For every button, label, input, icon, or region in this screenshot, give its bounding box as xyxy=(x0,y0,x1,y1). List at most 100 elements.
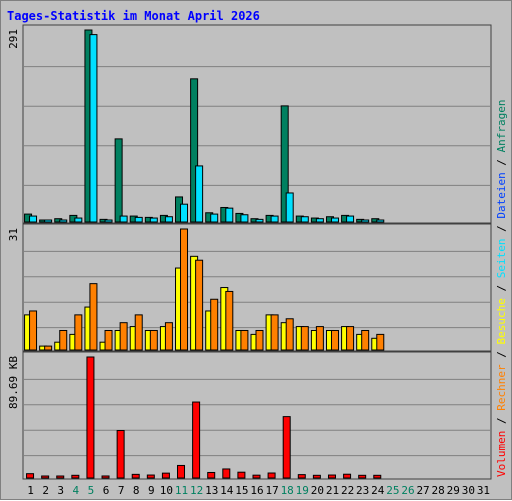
side-legend-volumen: Volumen xyxy=(495,431,508,477)
bar-dateien-day-19 xyxy=(300,216,309,223)
bar-dateien-day-21 xyxy=(330,217,339,223)
bar-besuche-day-22 xyxy=(346,326,355,351)
bar-dateien-day-15 xyxy=(240,214,249,223)
bar-dateien-day-1 xyxy=(29,215,38,223)
bar-besuche-day-10 xyxy=(164,322,173,351)
bar-besuche-day-3 xyxy=(59,329,68,351)
x-tick-label-day-20: 20 xyxy=(311,484,324,497)
bar-dateien-day-6 xyxy=(104,219,113,223)
side-legend-separator: / xyxy=(495,219,508,239)
bar-volumen-day-8 xyxy=(131,473,140,479)
bar-volumen-day-22 xyxy=(343,473,352,479)
bar-dateien-day-23 xyxy=(361,219,370,223)
x-tick-label-day-5: 5 xyxy=(88,484,95,497)
bar-volumen-day-20 xyxy=(312,474,321,479)
bar-besuche-day-11 xyxy=(180,228,189,351)
bar-besuche-day-12 xyxy=(195,259,204,351)
bar-dateien-day-18 xyxy=(285,192,294,223)
bar-volumen-day-23 xyxy=(358,474,367,479)
bar-dateien-day-7 xyxy=(119,215,128,223)
x-tick-label-day-11: 11 xyxy=(175,484,188,497)
x-tick-label-day-3: 3 xyxy=(57,484,64,497)
side-legend-dateien: Dateien xyxy=(495,172,508,218)
bar-besuche-day-21 xyxy=(330,329,339,351)
bar-volumen-day-18 xyxy=(282,416,291,479)
bar-volumen-day-13 xyxy=(207,471,216,479)
bar-dateien-day-12 xyxy=(195,165,204,223)
bar-besuche-day-18 xyxy=(285,318,294,351)
x-tick-label-day-27: 27 xyxy=(416,484,429,497)
bar-dateien-day-3 xyxy=(59,219,68,223)
bar-dateien-day-17 xyxy=(270,215,279,223)
bar-besuche-day-17 xyxy=(270,314,279,351)
x-tick-label-day-14: 14 xyxy=(220,484,234,497)
x-tick-label-day-16: 16 xyxy=(250,484,263,497)
side-legend-rechner: Rechner xyxy=(495,364,508,411)
bar-volumen-day-10 xyxy=(161,472,170,479)
panel-visits-max-label: 31 xyxy=(7,228,20,241)
chart-title: Tages-Statistik im Monat April 2026 xyxy=(7,9,260,23)
x-tick-label-day-13: 13 xyxy=(205,484,218,497)
bar-volumen-day-9 xyxy=(146,474,155,479)
bar-anfragen-day-18 xyxy=(280,105,289,223)
x-tick-label-day-9: 9 xyxy=(148,484,155,497)
bar-volumen-day-7 xyxy=(116,430,125,479)
bar-besuche-day-16 xyxy=(255,329,264,351)
bar-dateien-day-20 xyxy=(315,218,324,223)
x-tick-label-day-18: 18 xyxy=(281,484,294,497)
bar-dateien-day-2 xyxy=(44,219,53,223)
panel-volume-max-label: 89.69 KB xyxy=(7,356,20,409)
bar-besuche-day-23 xyxy=(361,329,370,351)
side-legend-separator: / xyxy=(495,411,508,431)
x-tick-label-day-19: 19 xyxy=(296,484,309,497)
bar-besuche-day-1 xyxy=(29,310,38,351)
side-legend-besuche: Besuche xyxy=(495,298,508,344)
x-tick-label-day-12: 12 xyxy=(190,484,203,497)
x-tick-label-day-31: 31 xyxy=(477,484,490,497)
x-tick-label-day-7: 7 xyxy=(118,484,125,497)
side-legend: Volumen / Rechner / Besuche / Seiten / D… xyxy=(495,99,508,477)
x-tick-label-day-4: 4 xyxy=(73,484,80,497)
bar-volumen-day-2 xyxy=(41,475,50,479)
bar-volumen-day-4 xyxy=(71,474,80,479)
bar-besuche-day-7 xyxy=(119,322,128,351)
bar-besuche-day-4 xyxy=(74,314,83,351)
x-tick-label-day-6: 6 xyxy=(103,484,110,497)
bar-dateien-day-14 xyxy=(225,207,234,223)
panel-visits-background xyxy=(22,223,492,352)
x-tick-label-day-29: 29 xyxy=(447,484,460,497)
x-tick-label-day-25: 25 xyxy=(386,484,399,497)
x-tick-label-day-15: 15 xyxy=(235,484,248,497)
bar-dateien-day-11 xyxy=(180,203,189,223)
bar-dateien-day-5 xyxy=(89,34,98,223)
side-legend-separator: / xyxy=(495,152,508,172)
x-tick-label-day-1: 1 xyxy=(27,484,34,497)
x-tick-label-day-17: 17 xyxy=(265,484,278,497)
bar-dateien-day-16 xyxy=(255,218,264,223)
bar-volumen-day-19 xyxy=(297,474,306,479)
x-tick-label-day-28: 28 xyxy=(432,484,445,497)
x-tick-label-day-2: 2 xyxy=(42,484,49,497)
bar-volumen-day-11 xyxy=(177,464,186,479)
bar-anfragen-day-7 xyxy=(114,138,123,223)
bar-volumen-day-21 xyxy=(327,474,336,479)
bar-besuche-day-19 xyxy=(300,326,309,351)
bar-dateien-day-13 xyxy=(210,213,219,223)
bar-volumen-day-17 xyxy=(267,472,276,479)
bar-besuche-day-24 xyxy=(376,333,385,351)
bar-volumen-day-5 xyxy=(86,356,95,479)
bar-volumen-day-6 xyxy=(101,475,110,479)
x-tick-label-day-8: 8 xyxy=(133,484,140,497)
bar-volumen-day-15 xyxy=(237,471,246,479)
x-tick-label-day-10: 10 xyxy=(160,484,173,497)
bar-dateien-day-4 xyxy=(74,217,83,223)
bar-besuche-day-13 xyxy=(210,298,219,351)
x-tick-label-day-23: 23 xyxy=(356,484,369,497)
side-legend-separator: / xyxy=(495,345,508,365)
bar-dateien-day-22 xyxy=(346,215,355,223)
bar-anfragen-day-12 xyxy=(190,78,199,223)
x-tick-label-day-22: 22 xyxy=(341,484,354,497)
bar-dateien-day-10 xyxy=(164,216,173,223)
